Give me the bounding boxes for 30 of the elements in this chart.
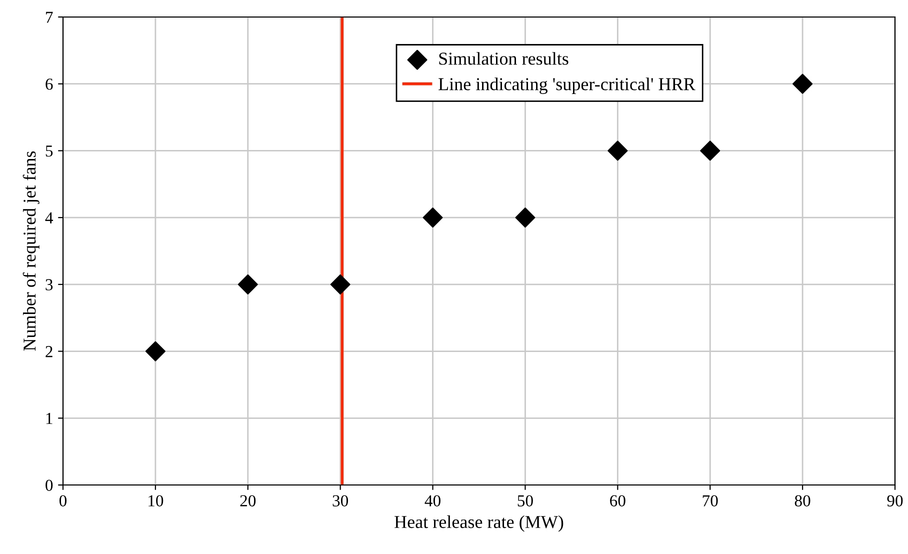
y-tick-label: 4: [45, 212, 54, 224]
x-tick-label: 10: [148, 495, 164, 506]
point: [608, 140, 628, 161]
legend-label: Line indicating 'super-critical' HRR: [438, 78, 696, 94]
point: [792, 74, 813, 94]
y-tick-label: 2: [46, 346, 52, 358]
x-tick-label: 0: [59, 495, 67, 506]
point: [330, 274, 350, 294]
y-tick-label: 7: [46, 12, 53, 23]
legend-label: Simulation results: [439, 52, 568, 65]
x-tick-label: 80: [794, 495, 810, 506]
point: [422, 208, 443, 228]
point: [700, 140, 720, 161]
point: [145, 341, 166, 362]
x-tick-label: 20: [240, 495, 256, 506]
x-tick-label: 30: [332, 495, 348, 506]
y-tick-label: 1: [46, 412, 52, 424]
x-axis-title: Heat release rate (MW): [394, 515, 564, 532]
x-tick-label: 50: [518, 495, 533, 506]
y-tick-label: 6: [46, 78, 53, 90]
y-tick-label: 3: [46, 279, 53, 290]
y-tick-label: 5: [46, 146, 53, 157]
point: [238, 274, 258, 294]
x-tick-label: 90: [887, 495, 903, 506]
point: [515, 208, 536, 228]
x-tick-label: 40: [424, 495, 440, 506]
x-tick-label: 70: [702, 495, 718, 506]
x-tick-label: 60: [610, 495, 626, 506]
y-axis-title: Number of required jet fans: [22, 151, 40, 351]
y-tick-label: 0: [46, 480, 53, 491]
